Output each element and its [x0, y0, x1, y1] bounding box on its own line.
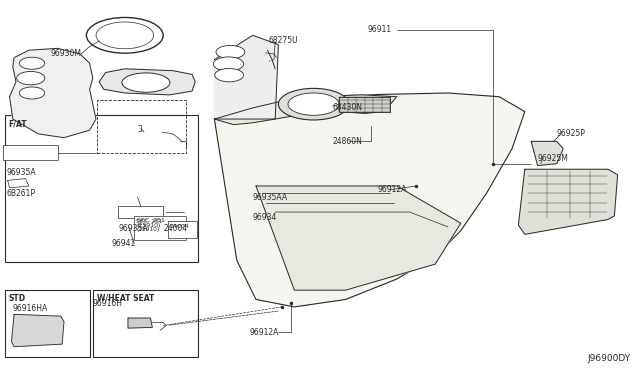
Polygon shape [12, 314, 64, 347]
Ellipse shape [19, 57, 45, 69]
Text: 96916HA: 96916HA [13, 304, 48, 313]
Text: F/AT: F/AT [8, 120, 27, 129]
Bar [168, 221, 197, 238]
Text: 24004: 24004 [170, 224, 189, 229]
Text: 96935AA: 96935AA [253, 193, 288, 202]
Polygon shape [128, 318, 152, 328]
Polygon shape [214, 95, 397, 125]
Text: 68275U: 68275U [269, 36, 298, 45]
Ellipse shape [216, 45, 244, 59]
Text: 96916H: 96916H [93, 299, 123, 308]
Text: 24004: 24004 [163, 224, 188, 233]
Ellipse shape [278, 89, 349, 120]
Text: SEC. 251: SEC. 251 [136, 219, 163, 224]
Text: (25910): (25910) [136, 227, 159, 232]
Bar [5, 115, 198, 262]
Text: 24860N: 24860N [333, 137, 363, 146]
Text: 96930M: 96930M [51, 49, 81, 58]
Text: 96935A: 96935A [6, 169, 36, 177]
Text: 96912A: 96912A [250, 328, 279, 337]
Text: STD: STD [9, 294, 26, 303]
Text: 96925P: 96925P [557, 129, 586, 138]
Text: 68430N: 68430N [333, 103, 363, 112]
Bar [5, 290, 90, 357]
Bar [339, 97, 390, 112]
Bar [3, 145, 58, 160]
Text: 96925M: 96925M [538, 154, 568, 163]
Polygon shape [518, 169, 618, 234]
Polygon shape [214, 35, 278, 119]
Bar [134, 216, 186, 240]
Text: J96900DY: J96900DY [588, 354, 630, 363]
Bar [93, 290, 198, 357]
Text: 96911: 96911 [368, 25, 392, 34]
Polygon shape [99, 69, 195, 95]
Polygon shape [531, 141, 563, 166]
Ellipse shape [19, 87, 45, 99]
Ellipse shape [215, 68, 244, 82]
Ellipse shape [17, 71, 45, 85]
Text: W/HEAT SEAT: W/HEAT SEAT [97, 294, 154, 303]
Bar [118, 206, 163, 218]
Text: 96912A: 96912A [378, 185, 407, 194]
Polygon shape [10, 48, 96, 138]
Text: 6B261P: 6B261P [6, 189, 35, 198]
Text: SEC. 251
(25910): SEC. 251 (25910) [137, 218, 165, 228]
Text: 96935A: 96935A [118, 224, 148, 233]
Text: 96934: 96934 [253, 213, 277, 222]
Ellipse shape [122, 73, 170, 92]
Polygon shape [214, 93, 525, 307]
Text: 96941: 96941 [112, 239, 136, 248]
Polygon shape [256, 186, 461, 290]
Ellipse shape [288, 93, 339, 115]
Ellipse shape [213, 57, 244, 71]
Bar [97, 100, 186, 153]
